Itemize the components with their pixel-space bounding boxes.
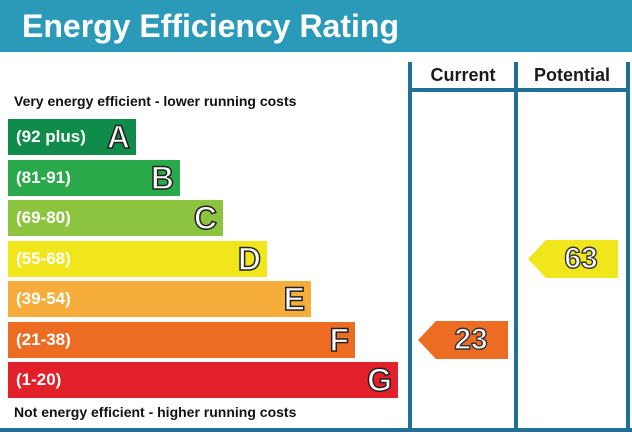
band-a-letter: A (106, 118, 131, 156)
potential-column-title: Potential (533, 65, 610, 85)
band-c-range: (69-80) (16, 208, 71, 227)
current-column-title: Current (430, 65, 496, 85)
band-g-bar: (1-20) G (8, 361, 398, 399)
potential-rating-arrow-fill (528, 240, 618, 278)
band-e-letter: E (283, 280, 306, 318)
band-d-bar: (55-68) D (8, 240, 267, 278)
column-header-rule (408, 88, 630, 92)
caption-inefficient: Not energy efficient - higher running co… (14, 404, 297, 420)
potential-column-right-border (626, 62, 630, 430)
band-c-letter: C (193, 199, 218, 237)
potential-rating-arrow: 63 (528, 240, 618, 278)
current-rating-value: 23 (454, 322, 489, 356)
header-bar: Energy Efficiency Rating (0, 0, 632, 52)
band-g-range: (1-20) (16, 370, 62, 389)
band-f-letter: F (329, 321, 350, 359)
band-e-bar: (39-54) E (8, 280, 311, 318)
chart-title: Energy Efficiency Rating (22, 8, 399, 44)
current-rating-arrow-fill (418, 321, 508, 359)
band-g-letter: G (366, 361, 392, 399)
bottom-rule (0, 428, 632, 432)
band-c-bar: (69-80) C (8, 199, 223, 237)
band-d-range: (55-68) (16, 249, 71, 268)
current-column-left-border (408, 62, 412, 430)
band-f-bar: (21-38) F (8, 321, 355, 359)
band-e-range: (39-54) (16, 289, 71, 308)
band-a-range: (92 plus) (16, 127, 86, 146)
band-d-letter: D (237, 240, 262, 278)
current-rating-arrow: 23 (418, 321, 508, 359)
potential-rating-arrow-shape (528, 240, 618, 278)
band-a-bar: (92 plus) A (8, 118, 136, 156)
current-rating-arrow-shape (418, 321, 508, 359)
band-b-letter: B (150, 159, 175, 197)
band-b-range: (81-91) (16, 168, 71, 187)
band-b-bar: (81-91) B (8, 159, 180, 197)
caption-efficient: Very energy efficient - lower running co… (14, 93, 297, 109)
potential-rating-value: 63 (564, 241, 599, 275)
column-divider (514, 62, 518, 430)
band-f-range: (21-38) (16, 330, 71, 349)
